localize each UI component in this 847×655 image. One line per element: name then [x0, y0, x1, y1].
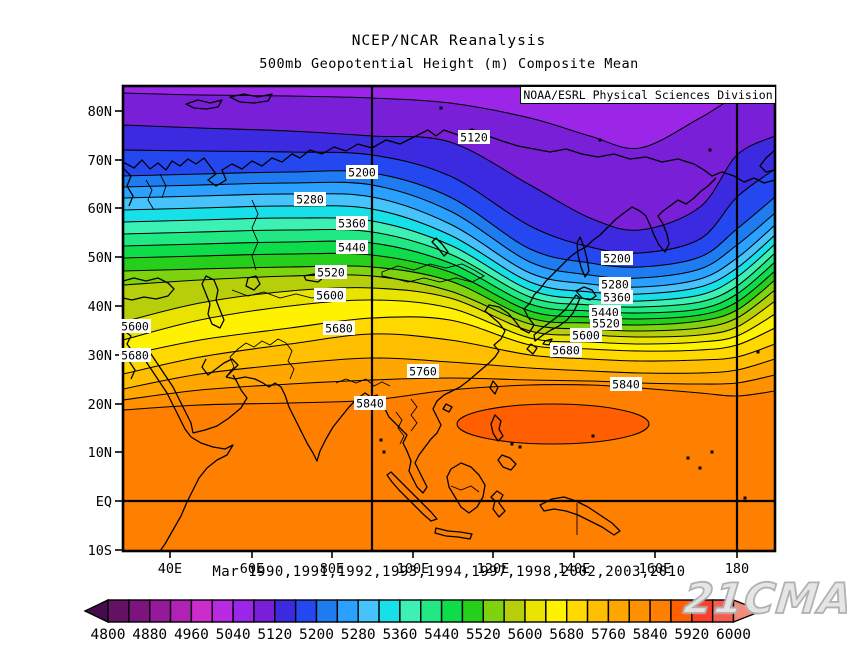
colorbar-segment: [169, 599, 193, 623]
page-subtitle: 500mb Geopotential Height (m) Composite …: [259, 56, 639, 72]
colorbar-segment: [524, 599, 547, 623]
page-title: NCEP/NCAR Reanalysis: [351, 33, 547, 49]
colorbar-segment: [482, 599, 505, 623]
colorbar-segment: [336, 599, 359, 623]
colorbar-segment: [315, 599, 339, 623]
colorbar-segment: [628, 599, 651, 623]
colorbar-segment: [190, 599, 213, 623]
colorbar-segment: [232, 599, 255, 623]
composite-years-caption: Mar 1990,1991,1992,1993,1994,1997,1998,2…: [212, 564, 686, 580]
small-islands: [379, 106, 760, 500]
contour-label: 5600: [316, 289, 344, 303]
colorbar-segment: [357, 599, 380, 623]
lat-tick-label: 40N: [88, 299, 112, 315]
lon-tick-label: 80E: [320, 561, 344, 577]
colorbar-tick-label: 5920: [674, 627, 709, 643]
colorbar-segment: [211, 599, 234, 623]
colorbar-tick-label: 5520: [466, 627, 501, 643]
lon-tick-label: 140E: [558, 561, 591, 577]
contour-label: 5760: [409, 365, 437, 379]
colorbar-left-arrow: [83, 598, 109, 624]
contour-label: 5520: [592, 317, 620, 331]
contour-lines: [123, 92, 775, 411]
colorbar-segment: [128, 599, 151, 623]
colorbar-tick-label: 5360: [382, 627, 417, 643]
lon-tick-label: 100E: [397, 561, 430, 577]
colorbar-segment: [566, 599, 589, 623]
contour-label: 5360: [603, 291, 631, 305]
lat-tick-label: 10S: [88, 543, 112, 559]
contour-label: 5680: [121, 349, 149, 363]
colorbar-segment: [420, 599, 443, 623]
colorbar-segment: [378, 599, 401, 623]
lat-tick-label: 30N: [88, 348, 112, 364]
colorbar-segment: [545, 599, 568, 623]
lon-tick-label: 40E: [158, 561, 182, 577]
reference-lines: [123, 86, 775, 551]
contour-label: 5440: [338, 241, 366, 255]
colorbar-segment: [440, 599, 464, 623]
watermark: 21CMA: [681, 573, 847, 624]
colorbar-tick-label: 4880: [132, 627, 167, 643]
colorbar-tick-label: 4800: [91, 627, 126, 643]
contour-label: 5840: [612, 378, 640, 392]
contour-label: 5280: [296, 193, 324, 207]
colorbar-tick-label: 5040: [216, 627, 251, 643]
lat-tick-label: EQ: [96, 494, 112, 510]
axis-ticks: [115, 110, 738, 558]
contour-label: 5200: [603, 252, 631, 266]
colorbar-segment: [253, 599, 276, 623]
lon-tick-label: 160E: [639, 561, 672, 577]
colorbar-segment: [607, 599, 630, 623]
contour-label: 5680: [325, 322, 353, 336]
colorbar-segment: [148, 599, 172, 623]
contour-label: 5360: [338, 217, 366, 231]
contour-label: 5840: [356, 397, 384, 411]
colorbar-tick-label: 6000: [716, 627, 751, 643]
colorbar-segment: [649, 599, 672, 623]
colorbar-right-arrow: [732, 598, 764, 624]
lat-tick-label: 80N: [88, 104, 112, 120]
lat-tick-label: 10N: [88, 445, 112, 461]
contour-label: 5280: [601, 278, 629, 292]
contour-label: 5520: [317, 266, 345, 280]
colorbar-segment: [274, 599, 297, 623]
contour-label: 5600: [121, 320, 149, 334]
lon-tick-label: 180: [725, 561, 749, 577]
country-borders: [145, 173, 578, 535]
colorbar-segment: [461, 599, 485, 623]
colorbar-tick-label: 5440: [424, 627, 459, 643]
colorbar-segment: [107, 599, 130, 623]
colorbar-tick-label: 5600: [508, 627, 543, 643]
lat-tick-label: 50N: [88, 250, 112, 266]
lon-tick-label: 120E: [477, 561, 510, 577]
contour-label: 5680: [552, 344, 580, 358]
lon-tick-label: 60E: [240, 561, 264, 577]
contour-labels: 5120520052805360544055205600560056805680…: [119, 130, 642, 411]
map-frame: [121, 84, 777, 553]
colorbar-tick-label: 5760: [591, 627, 626, 643]
colorbar-tick-label: 5840: [633, 627, 668, 643]
colorbar-segment: [294, 599, 318, 623]
contour-label: 5120: [460, 131, 488, 145]
colorbar: 4800 4880 4960 5040 5120 5200 5280 5360 5440 5520…: [83, 598, 764, 643]
colorbar-segment: [586, 599, 610, 623]
contour-label: 5200: [348, 166, 376, 180]
colorbar-tick-label: 5200: [299, 627, 334, 643]
colorbar-tick-label: 5680: [549, 627, 584, 643]
colorbar-tick-label: 4960: [174, 627, 209, 643]
colorbar-segment: [503, 599, 526, 623]
lat-tick-label: 20N: [88, 397, 112, 413]
colorbar-segment: [399, 599, 422, 623]
colorbar-tick-label: 5280: [341, 627, 376, 643]
colorbar-tick-label: 5120: [257, 627, 292, 643]
lat-tick-label: 70N: [88, 153, 112, 169]
lat-tick-label: 60N: [88, 201, 112, 217]
axis-labels: 80N 70N 60N 50N 40N 30N 20N 10N EQ 10S 40E 60E 80E 10…: [88, 104, 750, 577]
contour-label: 5600: [572, 329, 600, 343]
height-bands: [123, 86, 775, 551]
credit-box: NOAA/ESRL Physical Sciences Division: [520, 86, 776, 104]
